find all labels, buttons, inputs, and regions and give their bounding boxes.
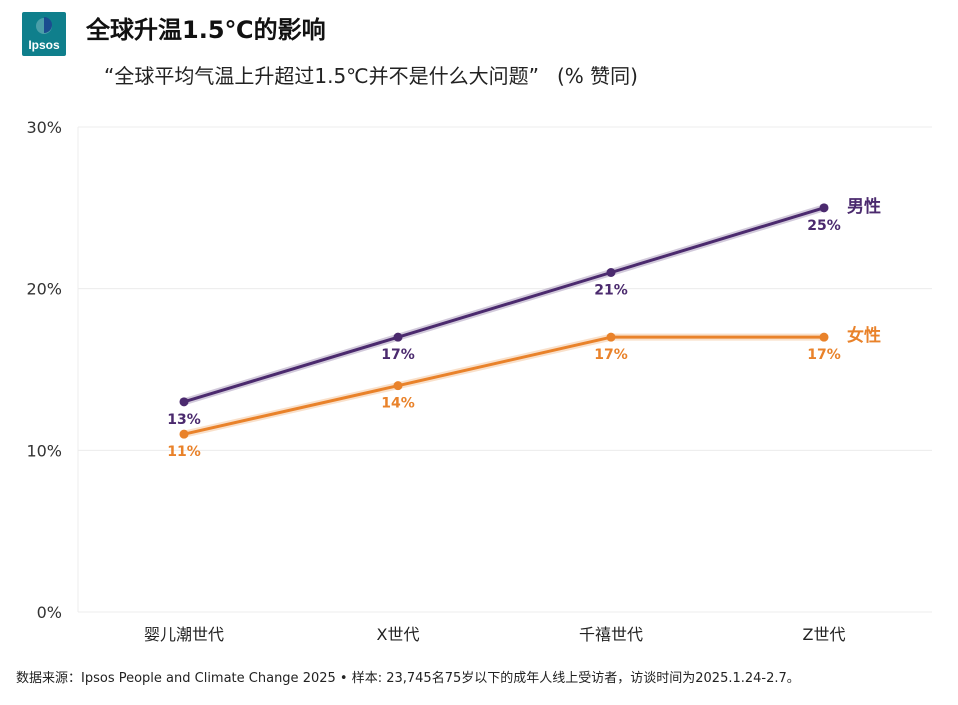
line-chart: 0% 10% 20% 30% 婴儿潮世代 X世代 千禧世代 Z世代 13% 17% 21% 25% 男性… bbox=[26, 118, 932, 644]
subtitle-unit: (% 赞同) bbox=[557, 64, 638, 88]
data-label: 11% bbox=[167, 444, 201, 460]
data-label: 17% bbox=[594, 347, 628, 363]
data-point bbox=[179, 429, 189, 439]
data-point bbox=[179, 397, 189, 407]
logo-text: Ipsos bbox=[28, 38, 60, 52]
legend-label: 男性 bbox=[847, 196, 881, 217]
x-tick-label: X世代 bbox=[377, 625, 420, 644]
series-line bbox=[182, 206, 826, 404]
y-tick-label: 0% bbox=[37, 603, 62, 622]
data-label: 17% bbox=[381, 347, 415, 363]
logo-mark-icon bbox=[36, 17, 52, 34]
legend-label: 女性 bbox=[847, 325, 881, 346]
chart-subtitle: “全球平均气温上升超过1.5℃并不是什么大问题” (% 赞同) bbox=[104, 60, 638, 89]
series-line-glow bbox=[180, 333, 828, 438]
data-label: 21% bbox=[594, 283, 628, 299]
series-line bbox=[182, 335, 826, 436]
y-tick-label: 30% bbox=[26, 118, 62, 137]
data-label: 14% bbox=[381, 396, 415, 412]
data-label: 13% bbox=[167, 412, 201, 428]
data-label: 17% bbox=[807, 347, 841, 363]
source-footnote: 数据来源：Ipsos People and Climate Change 202… bbox=[16, 671, 800, 686]
ipsos-logo: Ipsos bbox=[22, 12, 66, 56]
y-tick-label: 10% bbox=[26, 441, 62, 460]
data-point bbox=[393, 332, 403, 342]
y-tick-label: 20% bbox=[26, 280, 62, 299]
x-tick-label: 千禧世代 bbox=[579, 625, 643, 644]
data-point bbox=[606, 268, 616, 277]
data-label: 25% bbox=[807, 218, 841, 234]
data-point bbox=[393, 381, 403, 391]
data-point bbox=[819, 332, 829, 342]
data-point bbox=[606, 332, 616, 342]
page-title: 全球升温1.5℃的影响 bbox=[86, 16, 326, 44]
subtitle-quote: “全球平均气温上升超过1.5℃并不是什么大问题” bbox=[104, 64, 539, 88]
data-point bbox=[819, 203, 829, 213]
x-tick-label: 婴儿潮世代 bbox=[144, 625, 224, 644]
x-tick-label: Z世代 bbox=[803, 625, 846, 644]
